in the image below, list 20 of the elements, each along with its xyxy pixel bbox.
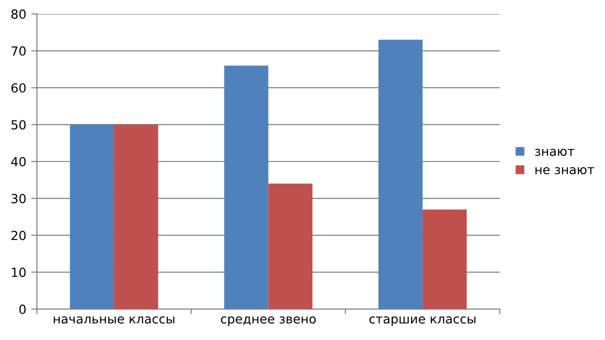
legend-label: не знают <box>535 167 594 174</box>
y-tick-label: 50 <box>12 120 26 130</box>
y-tick-label: 60 <box>11 83 26 93</box>
y-tick-label: 80 <box>11 9 26 19</box>
legend-label: знают <box>535 148 574 156</box>
y-tick-label: 70 <box>12 46 26 56</box>
y-tick-label: 10 <box>12 268 26 278</box>
y-tick-label: 0 <box>19 304 26 314</box>
bar <box>114 124 158 310</box>
bar <box>268 184 312 310</box>
y-tick-label: 30 <box>12 194 26 204</box>
x-tick-label: среднее звено <box>220 316 316 326</box>
y-tick-label: 40 <box>11 156 26 166</box>
bar <box>378 40 423 310</box>
x-tick-label: начальные классы <box>54 316 174 324</box>
bar <box>224 66 268 310</box>
y-tick-label: 20 <box>12 230 26 240</box>
bar <box>422 209 467 310</box>
x-tick-label: старшие классы <box>369 316 476 326</box>
bar <box>70 124 114 310</box>
